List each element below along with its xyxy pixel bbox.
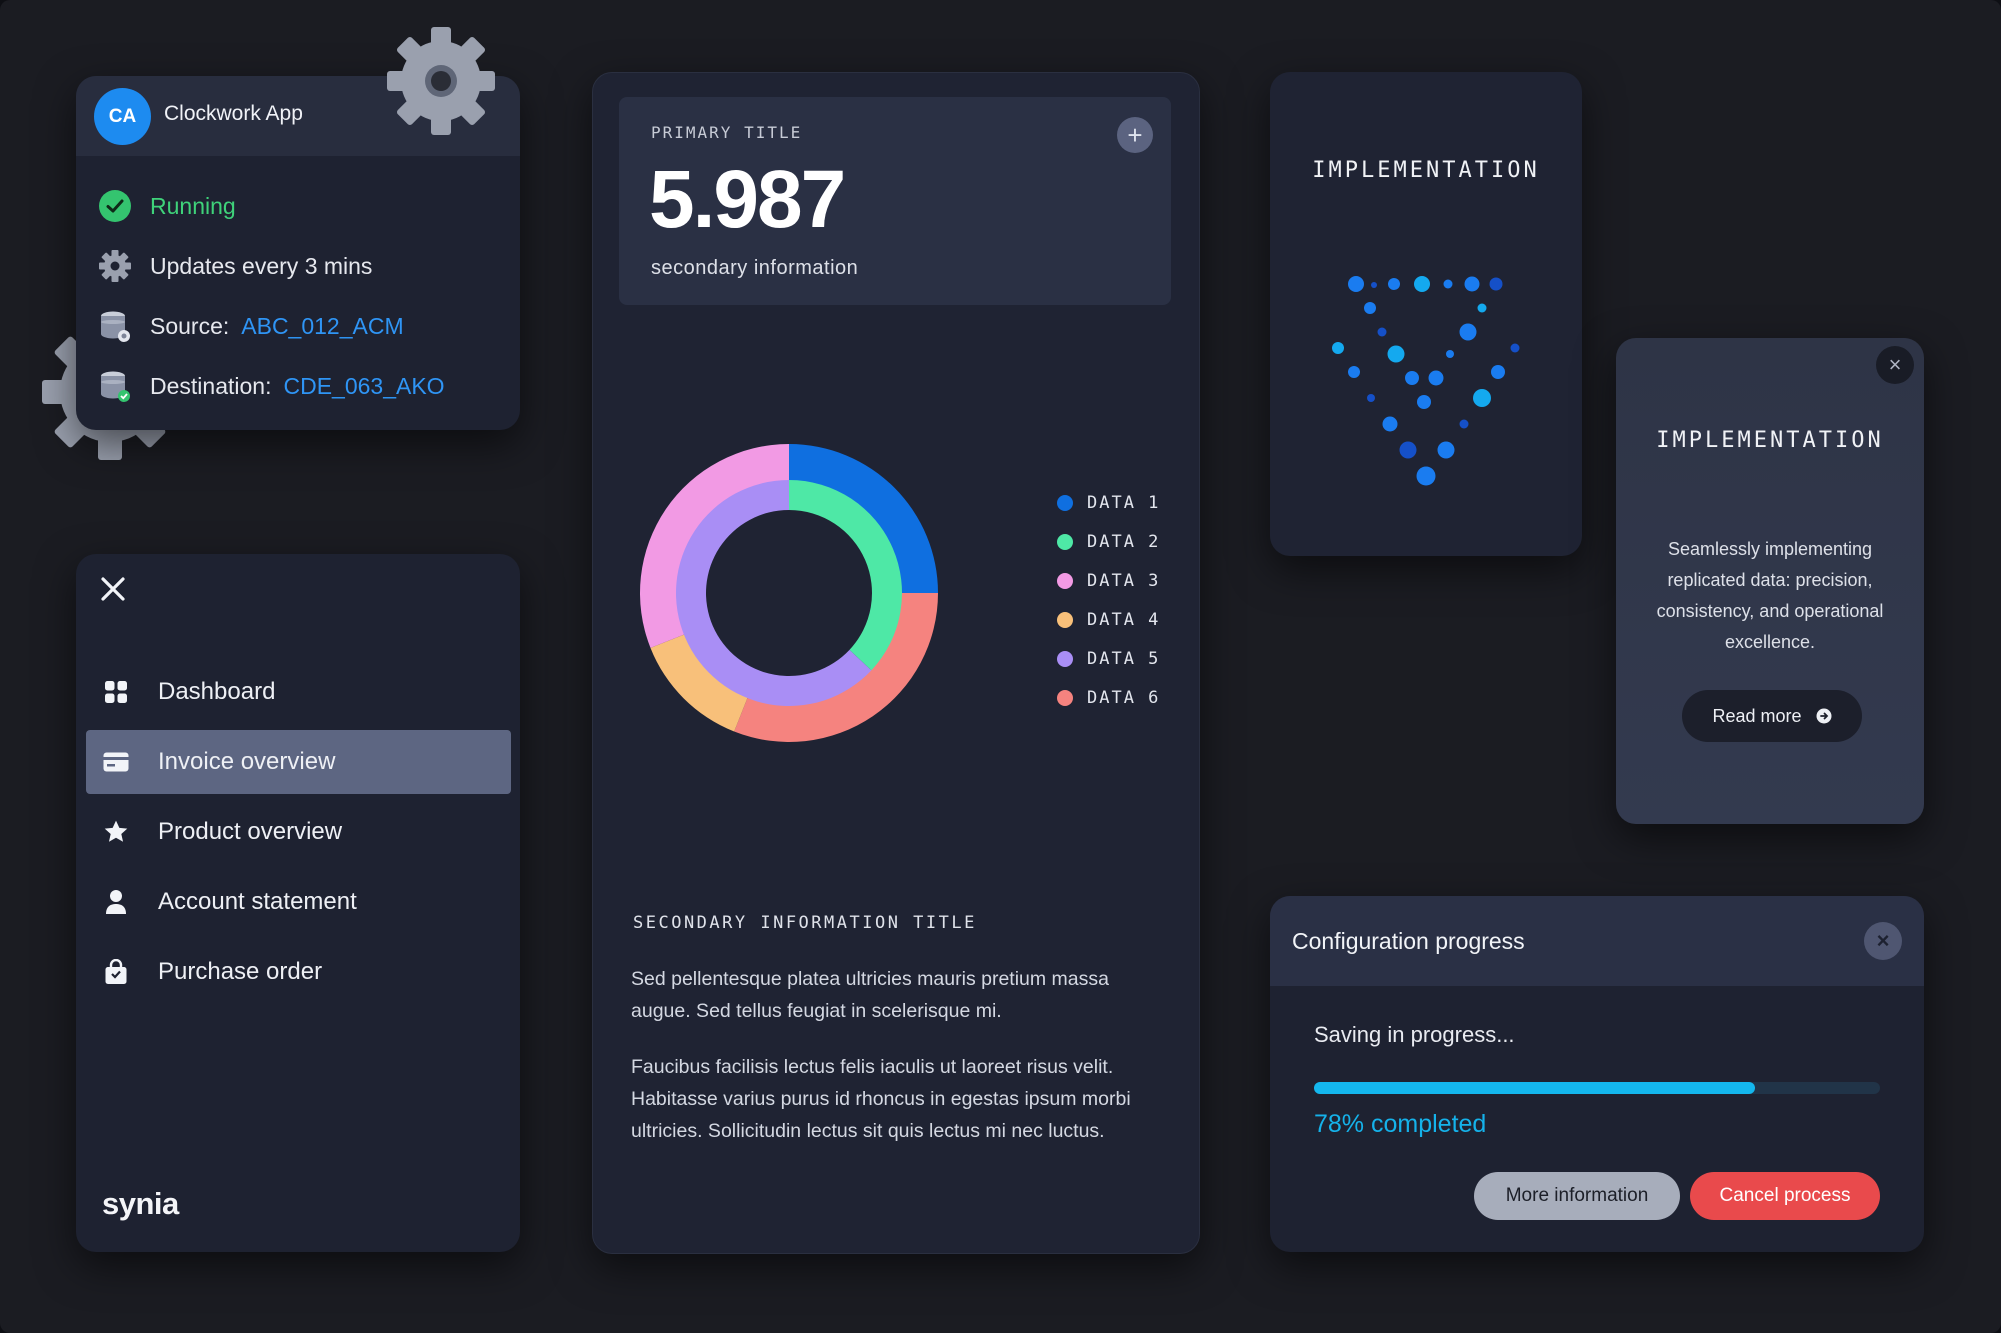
configuration-progress-dialog: Configuration progress × Saving in progr… [1270,896,1924,1252]
navigation-menu: Dashboard Invoice overview Product overv… [76,554,520,1252]
app-title: Clockwork App [164,102,303,125]
implementation-info-card: × IMPLEMENTATION Seamlessly implementing… [1616,338,1924,824]
database-check-icon [98,369,132,403]
summary-panel: PRIMARY TITLE 5.987 secondary informatio… [592,72,1200,1254]
legend-dot [1057,572,1073,589]
brand-logo: synia [102,1186,179,1221]
source-row: Source: ABC_012_ACM [98,306,404,346]
cancel-process-button[interactable]: Cancel process [1690,1172,1880,1220]
grid-icon [102,680,130,704]
legend-item: DATA 1 [1057,483,1160,522]
card-title: IMPLEMENTATION [1656,428,1884,453]
dialog-title: Configuration progress [1292,928,1525,954]
bag-icon [102,959,130,985]
source-link[interactable]: ABC_012_ACM [241,312,404,339]
dot-heart-graphic [1332,276,1520,486]
legend-item: DATA 5 [1057,639,1160,678]
donut-outer-segment [734,593,938,742]
progress-percent: 78% completed [1314,1110,1487,1138]
legend-item: DATA 3 [1057,561,1160,600]
check-circle-icon [98,189,132,223]
nav-item-product-overview[interactable]: Product overview [86,800,511,864]
legend-label: DATA 1 [1087,492,1161,513]
dialog-header: Configuration progress × [1270,896,1924,986]
donut-inner-segment [676,480,872,706]
nav-item-invoice-overview[interactable]: Invoice overview [86,730,511,794]
secondary-title: SECONDARY INFORMATION TITLE [633,913,977,933]
kpi-label: PRIMARY TITLE [651,123,803,142]
card-icon [102,752,130,772]
gear-icon [98,249,132,283]
chart-legend: DATA 1 DATA 2 DATA 3 DATA 4 DATA 5 DATA … [1057,483,1160,717]
database-icon [98,309,132,343]
paragraph: Faucibus facilisis lectus felis iaculis … [631,1056,1131,1142]
kpi-value: 5.987 [649,154,846,245]
update-row: Updates every 3 mins [98,246,372,286]
avatar: CA [94,88,151,145]
legend-item: DATA 2 [1057,522,1160,561]
legend-dot [1057,611,1073,628]
nav-item-purchase-order[interactable]: Purchase order [86,940,511,1004]
legend-label: DATA 4 [1087,609,1161,630]
progress-fill [1314,1082,1756,1094]
paragraph: Sed pellentesque platea ultricies mauris… [631,968,1109,1022]
legend-label: DATA 5 [1087,648,1161,669]
progress-bar [1314,1082,1880,1094]
nav-label: Account statement [158,888,357,915]
close-button[interactable]: × [1864,922,1902,960]
star-icon [102,819,130,845]
kpi-subtitle: secondary information [651,257,859,279]
legend-dot [1057,533,1073,550]
add-button[interactable]: + [1117,117,1153,153]
donut-inner-segment [789,480,902,671]
status-text: Running [150,192,236,219]
close-icon[interactable] [100,576,126,602]
donut-outer-segment [789,444,938,593]
card-title: IMPLEMENTATION [1312,158,1540,183]
nav-item-account-statement[interactable]: Account statement [86,870,511,934]
legend-dot [1057,650,1073,667]
legend-label: DATA 2 [1087,531,1161,552]
nav-label: Purchase order [158,958,323,985]
kpi-card: PRIMARY TITLE 5.987 secondary informatio… [619,97,1171,305]
legend-dot [1057,689,1073,706]
legend-item: DATA 6 [1057,678,1160,717]
legend-item: DATA 4 [1057,600,1160,639]
arrow-circle-icon [1816,708,1832,724]
gear-decoration-icon [387,27,495,135]
progress-status: Saving in progress... [1314,1022,1515,1047]
more-information-button[interactable]: More information [1474,1172,1680,1220]
destination-label: Destination: [150,372,272,399]
legend-label: DATA 3 [1087,570,1161,591]
destination-row: Destination: CDE_063_AKO [98,366,445,406]
destination-link[interactable]: CDE_063_AKO [283,372,445,399]
close-icon: × [1876,928,1890,953]
donut-outer-segment [650,634,748,732]
user-icon [102,889,130,915]
donut-chart [640,444,938,742]
implementation-card: IMPLEMENTATION [1270,72,1582,556]
nav-item-dashboard[interactable]: Dashboard [86,660,511,724]
card-body: Seamlessly implementing replicated data:… [1656,539,1884,652]
legend-label: DATA 6 [1087,687,1161,708]
read-more-button[interactable]: Read more [1682,690,1862,742]
close-icon: × [1888,352,1902,377]
close-button[interactable]: × [1876,346,1914,384]
source-label: Source: [150,312,230,339]
legend-dot [1057,494,1073,511]
nav-label: Invoice overview [158,748,336,775]
button-label: Read more [1712,705,1802,726]
plus-icon: + [1127,120,1143,150]
update-text: Updates every 3 mins [150,252,373,279]
status-row: Running [98,186,236,226]
nav-label: Product overview [158,818,343,845]
nav-label: Dashboard [158,678,276,705]
donut-outer-segment [640,444,789,648]
